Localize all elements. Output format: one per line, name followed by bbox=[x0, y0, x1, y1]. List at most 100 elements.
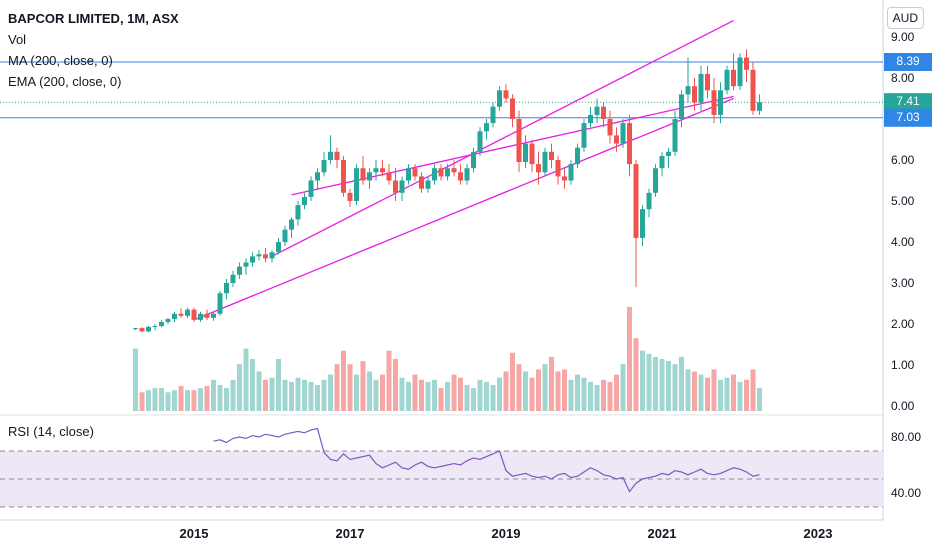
volume-bar bbox=[666, 361, 671, 411]
candle-body bbox=[295, 205, 301, 220]
volume-bar bbox=[620, 364, 626, 411]
price-tag-lower: 7.03 bbox=[896, 109, 920, 124]
x-tick-label: 2015 bbox=[180, 526, 209, 541]
candle-body bbox=[224, 283, 229, 294]
volume-bar bbox=[705, 377, 710, 411]
volume-bar bbox=[438, 388, 444, 411]
price-tag-bg bbox=[884, 108, 932, 127]
currency-badge[interactable]: AUD bbox=[886, 7, 924, 29]
volume-bar bbox=[328, 374, 333, 411]
volume-bar bbox=[269, 377, 275, 411]
volume-bar bbox=[451, 374, 457, 411]
candle-body bbox=[263, 254, 268, 259]
candle-body bbox=[425, 180, 431, 189]
candle-body bbox=[458, 172, 463, 181]
x-tick-label: 2019 bbox=[492, 526, 521, 541]
volume-bar bbox=[308, 381, 314, 411]
candle-body bbox=[620, 123, 626, 144]
y-tick-label: 3.00 bbox=[891, 276, 915, 290]
volume-bar bbox=[698, 374, 704, 411]
candle-body bbox=[341, 160, 346, 193]
candle-body bbox=[276, 242, 281, 253]
volume-bar bbox=[347, 364, 353, 411]
candle-body bbox=[536, 164, 541, 173]
candle-body bbox=[490, 106, 496, 124]
y-tick-label: 6.00 bbox=[891, 153, 915, 167]
candle-body bbox=[289, 219, 294, 230]
candle-body bbox=[529, 143, 535, 165]
candle-body bbox=[614, 135, 619, 144]
volume-bar bbox=[133, 348, 138, 411]
candle-body bbox=[217, 293, 223, 314]
volume-bar bbox=[588, 381, 593, 411]
candle-body bbox=[373, 168, 379, 173]
volume-bar bbox=[282, 379, 288, 411]
volume-bar bbox=[731, 374, 736, 411]
volume-bar bbox=[601, 379, 606, 411]
candle-body bbox=[393, 180, 398, 193]
candle-body bbox=[640, 209, 645, 238]
candle-body bbox=[750, 69, 756, 111]
volume-bar bbox=[360, 361, 366, 411]
candle-body bbox=[432, 168, 437, 181]
y-tick-label: 9.00 bbox=[891, 30, 915, 44]
candle-body bbox=[646, 192, 652, 210]
channel-line-lower bbox=[193, 97, 734, 321]
rsi-tick-label: 80.00 bbox=[891, 430, 921, 444]
candle-body bbox=[302, 196, 307, 206]
price-tag-upper: 8.39 bbox=[896, 54, 920, 68]
candle-body bbox=[666, 151, 671, 156]
candle-body bbox=[601, 106, 606, 119]
candle-body bbox=[172, 313, 177, 320]
volume-bar bbox=[178, 386, 184, 411]
volume-bar bbox=[718, 379, 723, 411]
volume-bar bbox=[185, 390, 190, 411]
candle-body bbox=[451, 168, 457, 173]
candle-body bbox=[555, 160, 561, 177]
candle-body bbox=[484, 123, 489, 132]
chart-title: BAPCOR LIMITED, 1M, ASX bbox=[8, 11, 179, 26]
candle-body bbox=[354, 168, 359, 201]
candle-body bbox=[744, 57, 749, 70]
candle-body bbox=[282, 229, 288, 242]
candle-body bbox=[380, 168, 385, 173]
volume-bar bbox=[380, 374, 385, 411]
channel-line-upper bbox=[271, 20, 734, 257]
candle-body bbox=[347, 192, 353, 201]
candle-body bbox=[256, 254, 262, 257]
volume-bar bbox=[516, 364, 522, 411]
candle-body bbox=[146, 326, 151, 332]
candle-body bbox=[198, 313, 203, 320]
volume-bar bbox=[425, 381, 431, 411]
volume-bar bbox=[412, 374, 418, 411]
volume-bar bbox=[750, 369, 756, 411]
candle-body bbox=[724, 69, 730, 91]
volume-bar bbox=[315, 385, 320, 411]
volume-bar bbox=[139, 392, 145, 411]
candle-body bbox=[503, 90, 509, 99]
candle-body bbox=[445, 168, 450, 177]
volume-bar bbox=[224, 388, 229, 411]
volume-bar bbox=[146, 390, 151, 411]
candle-body bbox=[139, 328, 145, 332]
candle-body bbox=[269, 252, 275, 259]
volume-bar bbox=[172, 390, 177, 411]
candle-body bbox=[757, 102, 762, 111]
candle-body bbox=[653, 168, 658, 193]
legend-ma: MA (200, close, 0) bbox=[8, 53, 113, 68]
candle-body bbox=[581, 123, 587, 148]
candle-body bbox=[633, 164, 639, 238]
y-tick-label: 2.00 bbox=[891, 317, 915, 331]
candle-body bbox=[243, 262, 249, 267]
y-tick-label: 0.00 bbox=[891, 399, 915, 413]
y-tick-label: 1.00 bbox=[891, 358, 915, 372]
price-tag-bg bbox=[884, 93, 932, 112]
rsi-tick-label: 40.00 bbox=[891, 486, 921, 500]
volume-bar bbox=[640, 350, 645, 411]
volume-bar bbox=[276, 359, 281, 411]
candle-body bbox=[471, 151, 476, 169]
volume-bar bbox=[471, 388, 476, 411]
candle-body bbox=[321, 160, 327, 173]
candle-body bbox=[367, 172, 372, 181]
